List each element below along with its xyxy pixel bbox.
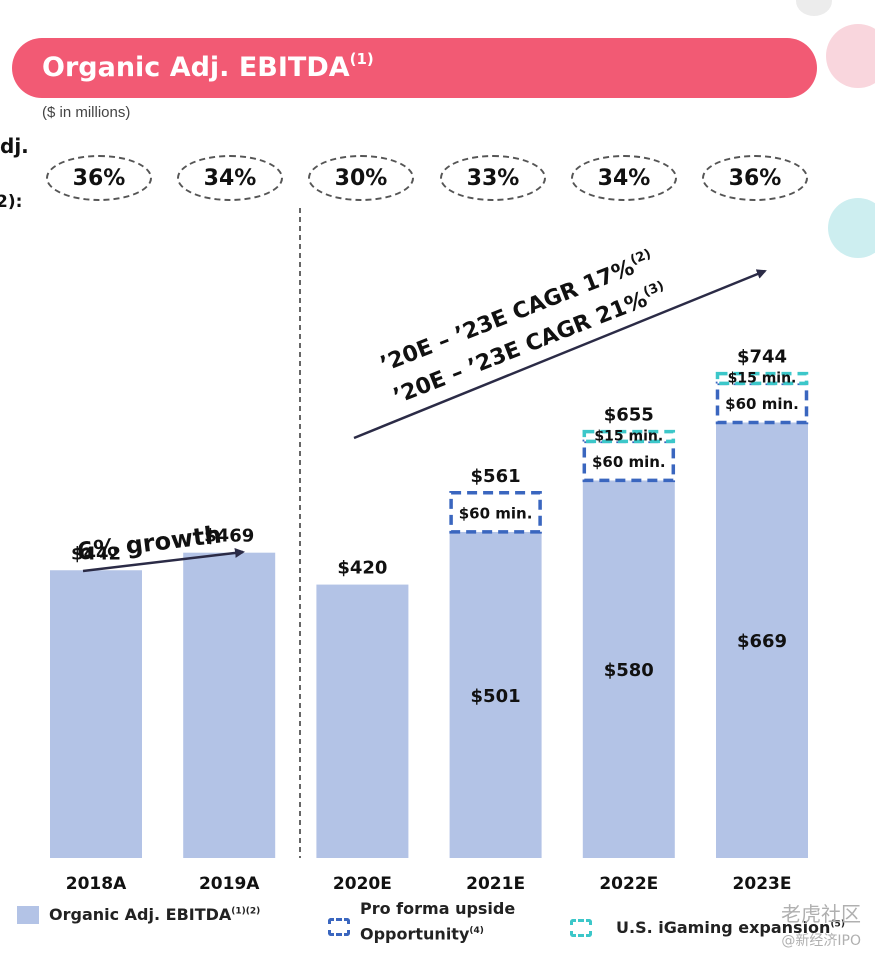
total-label-2022E: $655 xyxy=(604,405,654,426)
inside-label-2023E: $669 xyxy=(737,631,787,652)
margin-pill-2019: 34% xyxy=(177,155,283,201)
page-title-text: Organic Adj. EBITDA xyxy=(42,52,350,83)
cagr-annotation-17-footnote: (2) xyxy=(628,247,653,269)
growth-arrow xyxy=(82,547,245,573)
total-label-2018A: $442 xyxy=(71,543,121,564)
watermark-community: 老虎社区 xyxy=(781,902,861,926)
legend-text-upside-line2-text: Opportunity xyxy=(360,924,470,944)
legend-footnote-igaming: (5) xyxy=(830,919,845,930)
decorative-circle-top xyxy=(796,0,832,16)
legend-text-organic: Organic Adj. EBITDA xyxy=(49,905,232,924)
total-label-2020E: $420 xyxy=(337,558,387,579)
inside-label-2022E: $580 xyxy=(604,660,654,681)
legend-item-upside: Pro forma upside Opportunity(4) xyxy=(328,899,515,945)
upside-label-2023E: $60 min. xyxy=(725,395,799,413)
upside-segment-2021E xyxy=(449,491,542,534)
total-label-2023E: $744 xyxy=(737,347,787,368)
page-title: Organic Adj. EBITDA(1) xyxy=(42,50,374,83)
cagr-arrow xyxy=(353,269,767,440)
igaming-label-2022E: $15 min. xyxy=(594,428,663,444)
page-title-footnote: (1) xyxy=(349,50,374,68)
decorative-circle-pink xyxy=(826,24,875,88)
legend-label-igaming: U.S. iGaming expansion(5) xyxy=(616,918,845,937)
x-tick-2023E: 2023E xyxy=(733,874,792,894)
legend-text-igaming: U.S. iGaming expansion xyxy=(616,918,831,937)
legend-swatch-upside xyxy=(328,917,350,936)
legend-label-organic: Organic Adj. EBITDA(1)(2) xyxy=(49,905,260,924)
bar-2019A xyxy=(183,552,276,858)
upside-label-2021E: $60 min. xyxy=(459,504,533,522)
igaming-segment-2022E xyxy=(582,429,676,444)
legend-text-upside-line2: Opportunity(4) xyxy=(360,920,515,945)
x-tick-2022E: 2022E xyxy=(599,874,658,894)
igaming-label-2023E: $15 min. xyxy=(728,370,797,386)
cagr-annotation-21-footnote: (3) xyxy=(641,279,666,301)
x-tick-2021E: 2021E xyxy=(466,874,525,894)
legend-footnote-upside: (4) xyxy=(469,926,484,936)
bar-2021E xyxy=(449,531,542,858)
legend-item-organic: Organic Adj. EBITDA(1)(2) xyxy=(17,905,260,924)
x-tick-2019A: 2019A xyxy=(199,874,260,894)
upside-segment-2023E xyxy=(715,381,809,425)
units-label: ($ in millions) xyxy=(42,104,131,121)
upside-segment-2022E xyxy=(582,439,676,483)
bar-2023E xyxy=(716,422,808,858)
upside-label-2022E: $60 min. xyxy=(592,453,666,471)
x-tick-2018A: 2018A xyxy=(66,874,127,894)
legend-item-igaming: U.S. iGaming expansion(5) xyxy=(570,918,845,937)
igaming-segment-2023E xyxy=(715,371,809,386)
legend-footnote-organic: (1)(2) xyxy=(231,906,261,917)
decorative-circle-teal xyxy=(828,198,875,258)
legend-swatch-igaming xyxy=(570,918,592,937)
total-label-2019A: $469 xyxy=(204,526,254,547)
x-tick-2020E: 2020E xyxy=(333,874,392,894)
legend-label-upside: Pro forma upside Opportunity(4) xyxy=(360,898,515,945)
cut-off-label-top: dj. xyxy=(0,134,29,158)
bar-2022E xyxy=(582,480,675,858)
margin-pill-2023: 36% xyxy=(702,155,808,201)
bar-2018A xyxy=(50,570,142,858)
bar-2020E xyxy=(316,584,409,858)
title-banner: Organic Adj. EBITDA(1) xyxy=(12,38,817,98)
inside-label-2021E: $501 xyxy=(471,686,521,707)
total-label-2021E: $561 xyxy=(471,466,521,487)
watermark-handle: @新经济IPO xyxy=(781,933,861,949)
margin-pill-2022: 34% xyxy=(571,155,677,201)
legend-swatch-organic xyxy=(17,905,39,924)
cut-off-label-bottom: 2): xyxy=(0,192,23,212)
margin-pill-2018: 36% xyxy=(46,155,152,201)
margin-pill-2021: 33% xyxy=(440,155,546,201)
margin-pill-2020: 30% xyxy=(308,155,414,201)
legend-text-upside-line1: Pro forma upside xyxy=(360,899,516,918)
